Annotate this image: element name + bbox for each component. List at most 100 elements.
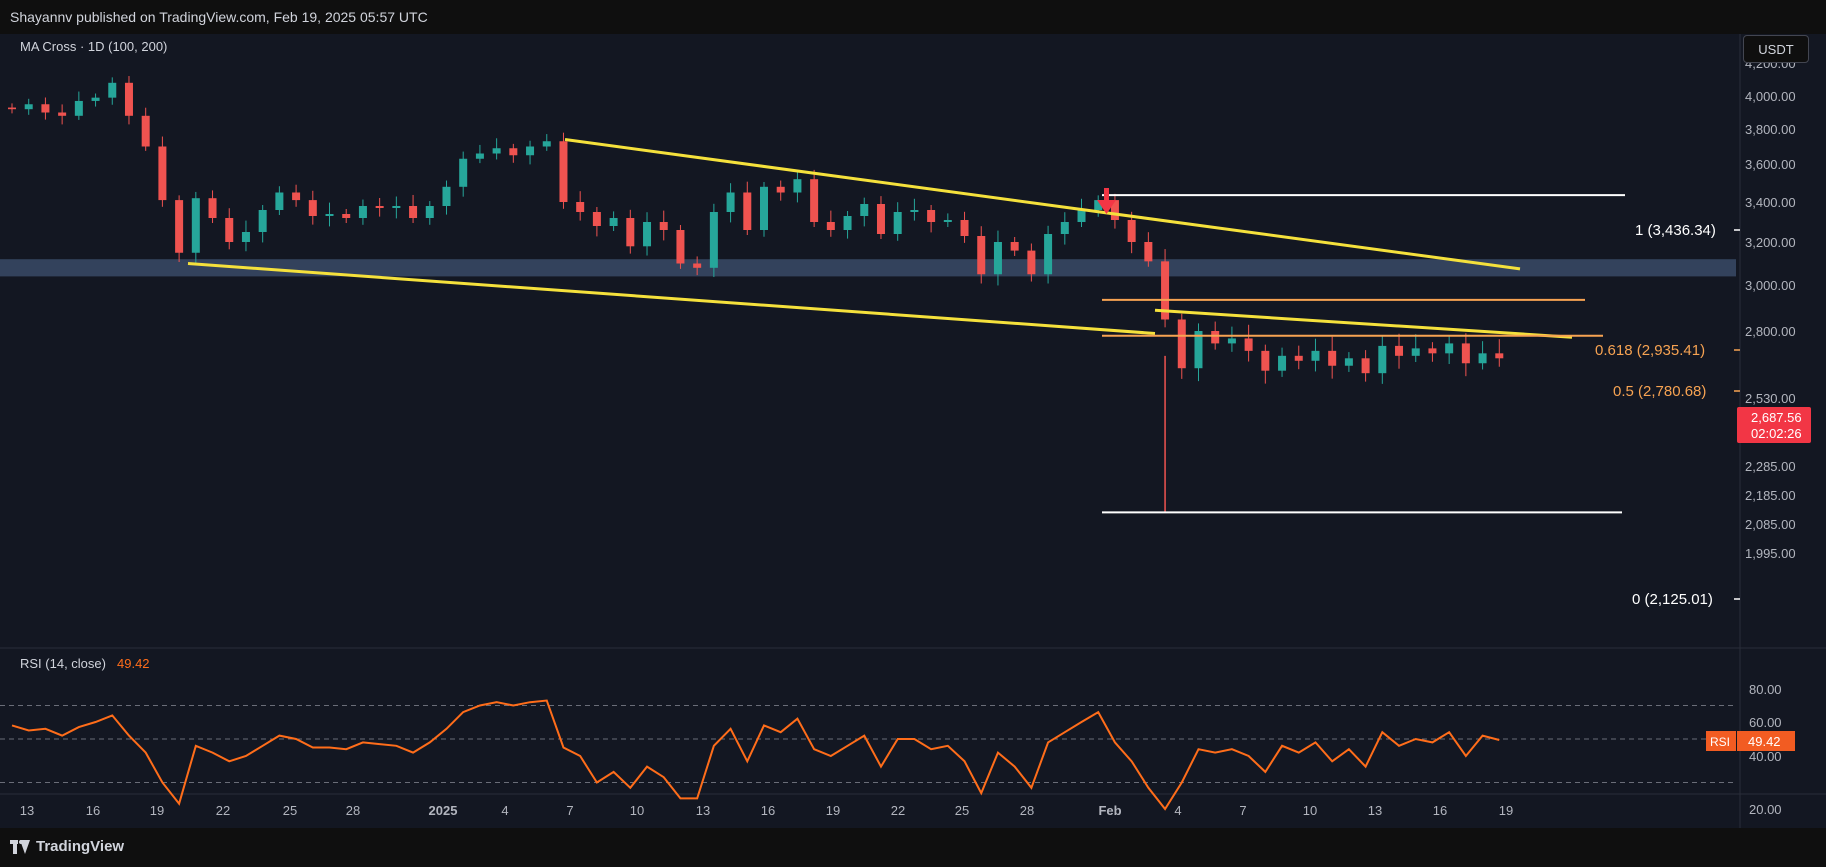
candle-body — [1461, 343, 1470, 364]
candle-body — [108, 82, 117, 98]
candle-body — [1211, 331, 1220, 344]
candle-body — [459, 158, 468, 187]
time-axis-label: 28 — [346, 803, 360, 818]
candle-body — [1328, 350, 1337, 366]
time-axis-label: 4 — [501, 803, 508, 818]
candle-body — [1278, 355, 1287, 371]
candle-body — [58, 112, 67, 116]
candle-body — [241, 232, 250, 242]
candle-body — [793, 179, 802, 193]
candle-body — [141, 115, 150, 147]
rsi-axis-label: 60.00 — [1749, 715, 1782, 730]
candle-body — [292, 192, 301, 201]
price-axis-label: 3,400.00 — [1745, 195, 1796, 210]
rsi-label-value: 49.42 — [117, 656, 150, 671]
chart-frame[interactable]: 1 (3,436.34) 0.618 (2,935.41) 0.5 (2,780… — [0, 34, 1826, 828]
candle-body — [893, 212, 902, 234]
time-axis-label: 10 — [630, 803, 644, 818]
candle-body — [542, 141, 551, 147]
last-price-badge: 2,687.56 02:02:26 — [1737, 407, 1811, 443]
last-price-countdown: 02:02:26 — [1751, 426, 1802, 441]
time-axis-label: 25 — [955, 803, 969, 818]
rsi-badge-value: 49.42 — [1748, 734, 1781, 749]
tradingview-logo[interactable]: TradingView — [10, 838, 124, 855]
fib-label-05: 0.5 (2,780.68) — [1613, 383, 1706, 400]
candle-body — [1044, 234, 1053, 275]
candle-body — [1378, 345, 1387, 374]
support-zone[interactable] — [0, 259, 1736, 277]
rsi-label[interactable]: RSI (14, close) — [20, 656, 106, 671]
chart-canvas[interactable]: 1 (3,436.34) 0.618 (2,935.41) 0.5 (2,780… — [0, 34, 1826, 828]
candle-body — [124, 82, 133, 116]
time-axis-label: 28 — [1020, 803, 1034, 818]
rsi-axis[interactable]: 80.00 60.00 40.00 20.00 — [1749, 682, 1782, 817]
candle-body — [392, 206, 401, 208]
lower-trendline[interactable] — [187, 262, 1156, 335]
candle-body — [1294, 355, 1303, 361]
candle-body — [910, 210, 919, 212]
indicator-label[interactable]: MA Cross · 1D (100, 200) — [20, 39, 167, 54]
candle-body — [1445, 343, 1454, 354]
candle-body — [275, 192, 284, 210]
candle-body — [743, 192, 752, 230]
candle-body — [509, 148, 518, 156]
candle-body — [860, 204, 869, 216]
down-arrow-icon — [1097, 188, 1116, 214]
time-axis-label: 7 — [1239, 803, 1246, 818]
candle-body — [826, 222, 835, 230]
candle-body — [1311, 350, 1320, 361]
candle-body — [1344, 358, 1353, 366]
candle-body — [41, 104, 50, 113]
price-axis-label: 2,185.00 — [1745, 488, 1796, 503]
candle-body — [91, 97, 100, 101]
candle-body — [609, 218, 618, 226]
candle-body — [1027, 250, 1036, 275]
rsi-pane[interactable]: RSI (14, close) 49.42 80.00 60.00 40.00 20.… — [0, 656, 1795, 817]
candle-body — [659, 222, 668, 230]
fib-label-1: 1 (3,436.34) — [1635, 222, 1716, 239]
candle-body — [342, 214, 351, 218]
candle-body — [308, 200, 317, 216]
candle-body — [1227, 338, 1236, 344]
candle-body — [375, 206, 384, 208]
time-axis-label: 13 — [696, 803, 710, 818]
time-axis-label: 10 — [1303, 803, 1317, 818]
candle-body — [1261, 350, 1270, 371]
price-axis-label: 1,995.00 — [1745, 546, 1796, 561]
time-axis-label: 16 — [761, 803, 775, 818]
candle-body — [175, 200, 184, 253]
candle-body — [559, 141, 568, 202]
candle-body — [492, 148, 501, 154]
currency-button[interactable]: USDT — [1743, 35, 1809, 63]
candle-body — [1094, 200, 1103, 210]
price-axis-label: 2,800.00 — [1745, 324, 1796, 339]
rsi-axis-label: 40.00 — [1749, 749, 1782, 764]
rsi-line — [11, 699, 1500, 811]
candle-body — [643, 222, 652, 247]
candle-body — [810, 179, 819, 222]
publication-attribution: Shayannv published on TradingView.com, F… — [10, 9, 428, 25]
candle-body — [776, 186, 785, 193]
time-axis-label: 19 — [826, 803, 840, 818]
upper-trendline[interactable] — [564, 138, 1521, 271]
candle-body — [1478, 353, 1487, 364]
candle-body — [876, 204, 885, 234]
tradingview-logo-icon — [10, 839, 30, 854]
candle-body — [1077, 210, 1086, 222]
price-axis[interactable]: 4,200.004,000.003,800.003,600.003,400.00… — [1745, 56, 1796, 561]
candle-body — [676, 230, 685, 264]
candle-body — [1161, 261, 1170, 320]
candle-body — [74, 100, 83, 116]
candle-body — [726, 192, 735, 212]
time-axis-label: 16 — [86, 803, 100, 818]
candle-body — [592, 212, 601, 226]
price-axis-label: 4,000.00 — [1745, 89, 1796, 104]
lower-trendline-extension[interactable] — [1154, 308, 1573, 339]
candle-body — [191, 198, 200, 253]
time-axis[interactable]: 13 16 19 22 25 28 2025 4 7 10 13 16 19 22 25 28 Feb 4 7 10 1… — [20, 803, 1513, 818]
candle-body — [977, 236, 986, 275]
candle-body — [258, 210, 267, 232]
candle-body — [8, 107, 16, 110]
candle-body — [225, 218, 234, 242]
time-axis-label: 19 — [150, 803, 164, 818]
